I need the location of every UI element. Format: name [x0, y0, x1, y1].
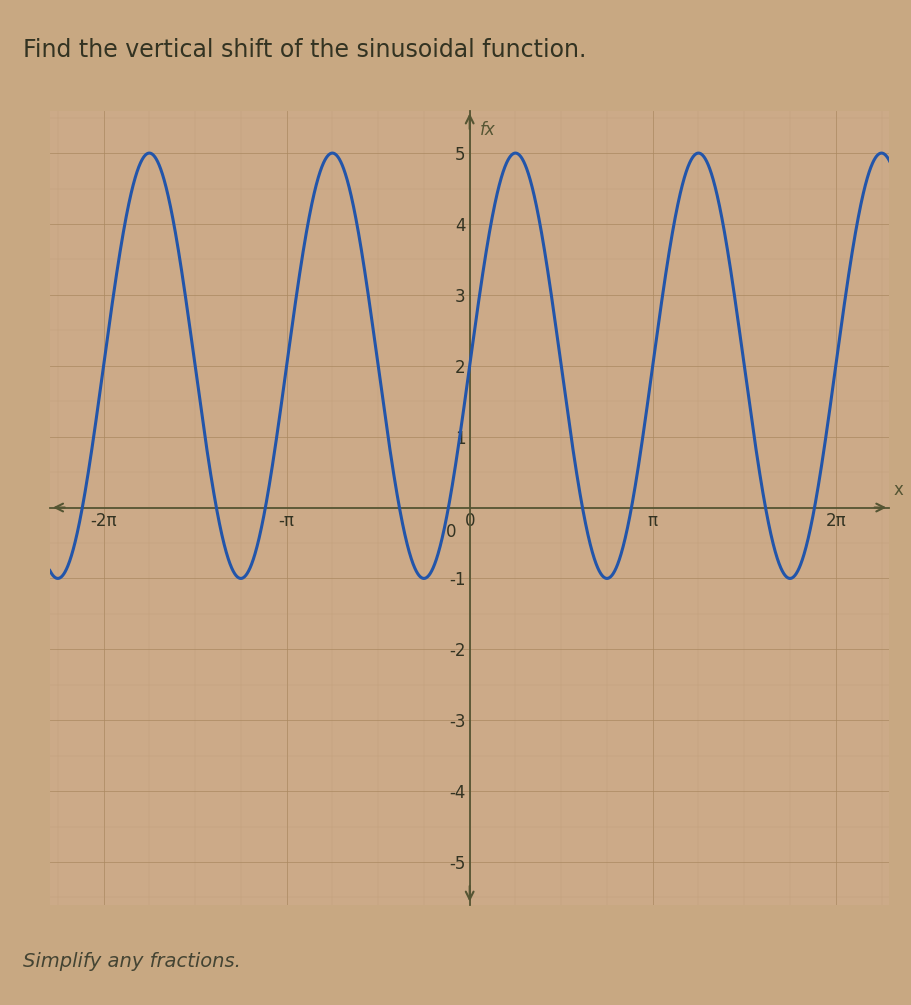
Text: Find the vertical shift of the sinusoidal function.: Find the vertical shift of the sinusoida… [23, 38, 586, 62]
Text: fx: fx [479, 122, 496, 139]
Text: Simplify any fractions.: Simplify any fractions. [23, 953, 241, 971]
Text: x: x [893, 481, 903, 499]
Text: 0: 0 [445, 524, 456, 541]
